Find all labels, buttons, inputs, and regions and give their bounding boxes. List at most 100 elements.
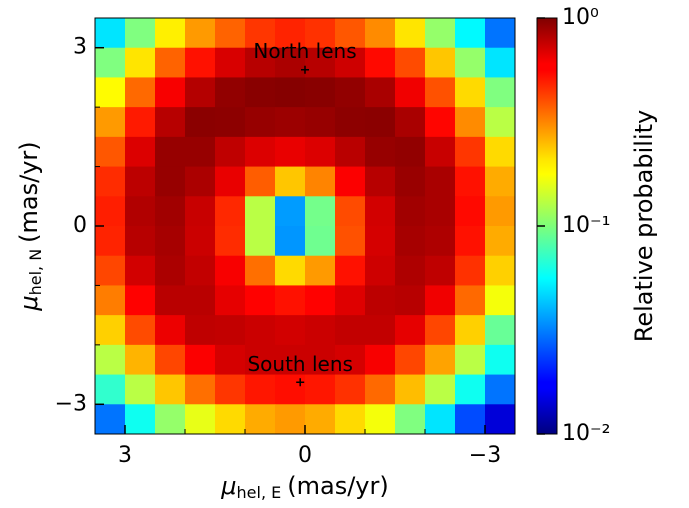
heat-cell bbox=[455, 77, 486, 108]
x-unit: (mas/yr) bbox=[287, 472, 388, 500]
heatmap bbox=[95, 18, 516, 435]
heat-cell bbox=[185, 136, 216, 168]
heat-cell bbox=[395, 285, 426, 316]
heat-cell bbox=[425, 285, 456, 316]
heat-cell bbox=[155, 226, 186, 257]
y-axis-label: μhel, N (mas/yr) bbox=[15, 141, 45, 311]
heat-cell bbox=[185, 47, 216, 78]
annotation: South lens bbox=[247, 352, 352, 376]
heat-cell bbox=[125, 107, 156, 138]
heat-cell bbox=[125, 18, 156, 49]
heat-cell bbox=[395, 344, 426, 376]
heat-cell bbox=[485, 285, 516, 316]
y-unit: (mas/yr) bbox=[15, 141, 43, 242]
heat-cell bbox=[125, 166, 156, 197]
heat-cell bbox=[155, 344, 186, 376]
colorbar-tick-label: 10⁻² bbox=[562, 421, 610, 446]
heat-cell bbox=[455, 226, 486, 257]
heat-cell bbox=[95, 136, 126, 168]
heat-cell bbox=[305, 255, 336, 286]
heat-cell bbox=[275, 166, 306, 197]
heat-cell bbox=[365, 344, 396, 376]
heat-cell bbox=[425, 18, 456, 49]
heat-cell bbox=[335, 107, 366, 138]
x-subscript: hel, E bbox=[237, 483, 282, 502]
heat-cell bbox=[425, 315, 456, 346]
heat-cell bbox=[455, 404, 486, 435]
heat-cell bbox=[485, 18, 516, 49]
heat-cell bbox=[155, 196, 186, 227]
heat-cell bbox=[155, 315, 186, 346]
heat-cell bbox=[215, 255, 246, 286]
heat-cell bbox=[185, 374, 216, 405]
heat-cell bbox=[365, 77, 396, 108]
heat-cell bbox=[305, 226, 336, 257]
heat-cell bbox=[275, 136, 306, 168]
heat-cell bbox=[305, 107, 336, 138]
heat-cell bbox=[335, 166, 366, 197]
heat-cell bbox=[395, 404, 426, 435]
heat-cell bbox=[125, 136, 156, 168]
heat-cell bbox=[245, 77, 276, 108]
heat-cell bbox=[125, 374, 156, 405]
heat-cell bbox=[335, 255, 366, 286]
heat-cell bbox=[425, 136, 456, 168]
lens-marker bbox=[296, 378, 305, 387]
heat-cell bbox=[335, 285, 366, 316]
heat-cell bbox=[275, 285, 306, 316]
heat-cell bbox=[275, 47, 306, 78]
heat-cell bbox=[215, 226, 246, 257]
heat-cell bbox=[485, 77, 516, 108]
heat-cell bbox=[245, 166, 276, 197]
heat-cell bbox=[185, 255, 216, 286]
heat-cell bbox=[335, 404, 366, 435]
heat-cell bbox=[395, 255, 426, 286]
heat-cell bbox=[365, 226, 396, 257]
heat-cell bbox=[185, 285, 216, 316]
heat-cell bbox=[95, 196, 126, 227]
heat-cell bbox=[125, 344, 156, 376]
heat-cell bbox=[305, 47, 336, 78]
heat-cell bbox=[425, 255, 456, 286]
heat-cell bbox=[365, 18, 396, 49]
heat-cell bbox=[95, 226, 126, 257]
heat-cell bbox=[485, 166, 516, 197]
heat-cell bbox=[275, 18, 306, 49]
heat-cell bbox=[185, 404, 216, 435]
heat-cell bbox=[155, 285, 186, 316]
heat-cell bbox=[395, 18, 426, 49]
heat-cell bbox=[155, 404, 186, 435]
heat-cell bbox=[485, 315, 516, 346]
heat-cell bbox=[95, 47, 126, 78]
x-symbol: μ bbox=[220, 472, 236, 500]
heat-cell bbox=[485, 374, 516, 405]
heat-cell bbox=[425, 344, 456, 376]
heat-cell bbox=[365, 107, 396, 138]
heat-cell bbox=[215, 136, 246, 168]
heat-cell bbox=[305, 196, 336, 227]
heat-cell bbox=[335, 344, 366, 376]
heat-cell bbox=[155, 18, 186, 49]
heat-cell bbox=[485, 226, 516, 257]
heat-cell bbox=[155, 107, 186, 138]
heat-cell bbox=[95, 344, 126, 376]
heat-cell bbox=[395, 315, 426, 346]
heat-cell bbox=[215, 47, 246, 78]
heat-cell bbox=[275, 226, 306, 257]
heat-cell bbox=[455, 196, 486, 227]
heat-cell bbox=[125, 196, 156, 227]
heat-cell bbox=[485, 344, 516, 376]
heat-cell bbox=[395, 47, 426, 78]
lens-marker bbox=[301, 65, 309, 74]
heat-cell bbox=[95, 166, 126, 197]
heat-cell bbox=[365, 196, 396, 227]
heat-cell bbox=[95, 107, 126, 138]
heat-cell bbox=[335, 196, 366, 227]
heat-cell bbox=[185, 196, 216, 227]
y-tick-label: −3 bbox=[55, 391, 87, 416]
heat-cell bbox=[335, 18, 366, 49]
colorbar-label: Relative probability bbox=[630, 110, 658, 342]
heat-cell bbox=[425, 374, 456, 405]
heat-cell bbox=[95, 255, 126, 286]
heat-cell bbox=[125, 255, 156, 286]
